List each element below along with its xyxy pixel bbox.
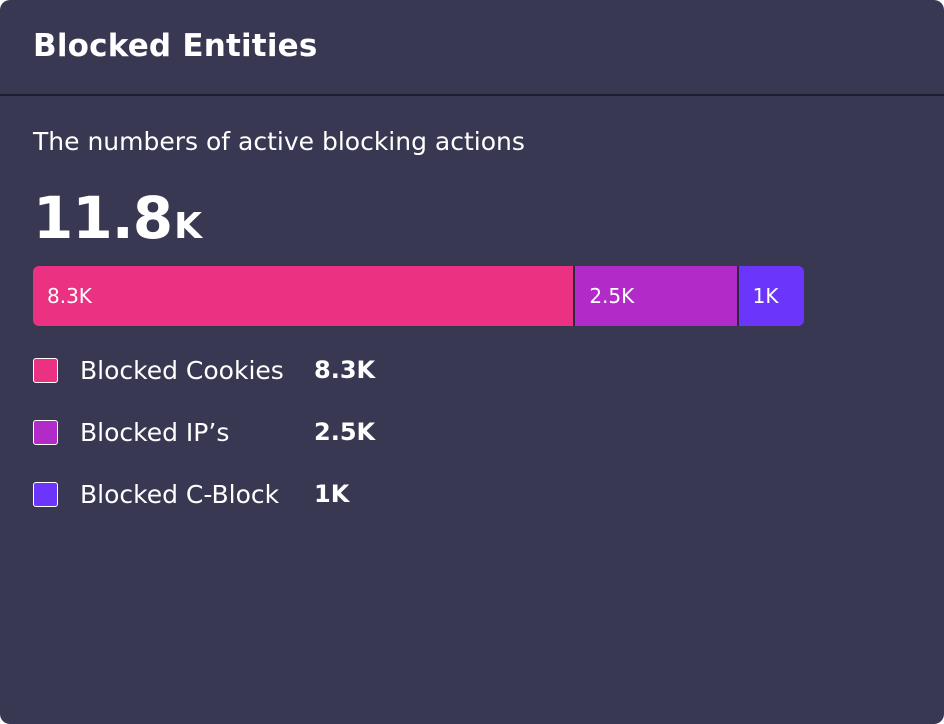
total-count: 11.8K [33,184,202,252]
legend-value: 8.3K [314,356,376,384]
bar-segment-label: 1K [752,284,779,308]
legend: Blocked Cookies 8.3K Blocked IP’s 2.5K B… [33,348,375,534]
legend-swatch [33,419,58,445]
total-value: 11.8 [33,184,173,252]
legend-swatch [33,357,58,383]
card-subtitle: The numbers of active blocking actions [33,127,525,156]
legend-swatch [33,481,58,507]
card-header: Blocked Entities [0,0,944,96]
legend-item-blocked-ips: Blocked IP’s 2.5K [33,410,375,454]
legend-value: 2.5K [314,418,376,446]
legend-value: 1K [314,480,350,508]
legend-label: Blocked Cookies [80,355,284,385]
total-unit: K [174,206,203,247]
legend-label: Blocked IP’s [80,417,230,447]
legend-item-blocked-cookies: Blocked Cookies 8.3K [33,348,375,392]
bar-segment-blocked-cookies: 8.3K [33,266,576,326]
stacked-bar-chart: 8.3K 2.5K 1K [33,266,804,326]
bar-segment-blocked-c-block: 1K [738,266,804,326]
legend-item-blocked-c-block: Blocked C-Block 1K [33,472,375,516]
card-title: Blocked Entities [33,28,318,64]
legend-label: Blocked C-Block [80,479,280,509]
bar-segment-blocked-ips: 2.5K [575,266,739,326]
bar-segment-label: 8.3K [47,284,92,308]
bar-segment-label: 2.5K [589,284,635,308]
